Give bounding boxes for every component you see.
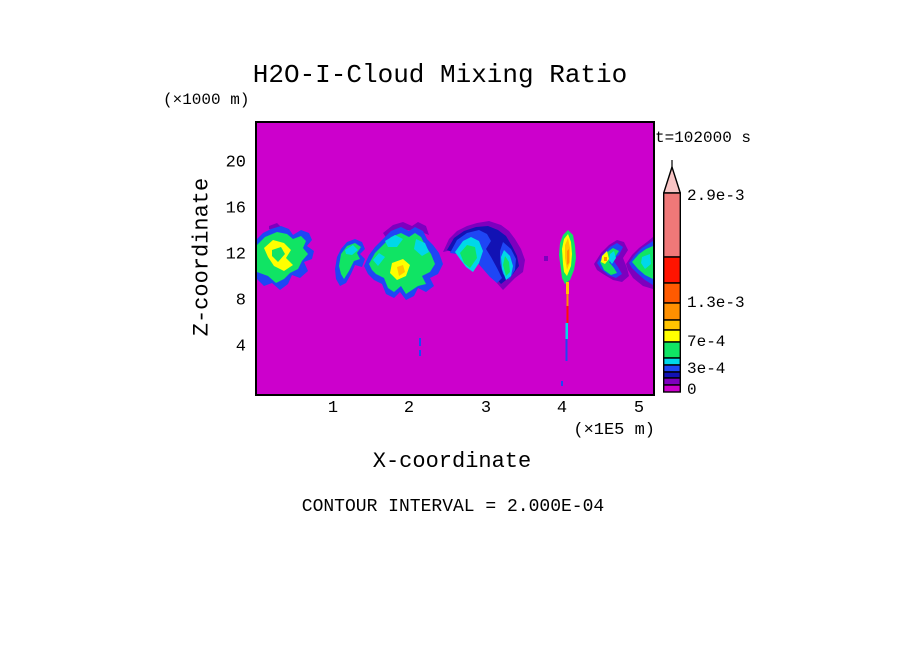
colorbar-segment-purple (662, 377, 682, 386)
colorbar-segment-yellow (662, 329, 682, 343)
time-label: t=102000 s (655, 129, 752, 147)
cloud-3-cyan-3 (373, 253, 385, 266)
x-tick-label: 2 (403, 399, 415, 418)
cloud-5-streak-red (566, 306, 569, 323)
colorbar-tick-label: 3e-4 (687, 360, 726, 378)
x-tick-label: 3 (480, 399, 492, 418)
colorbar-svg (662, 160, 682, 393)
contour-field-svg (257, 123, 653, 394)
x-tick-label: 4 (556, 399, 568, 418)
cloud-4-green-left (460, 245, 477, 268)
cloud-3-cyan-1 (385, 235, 403, 247)
colorbar-segment-orange (662, 302, 682, 321)
x-axis-label: X-coordinate (372, 449, 532, 474)
colorbar-segment-blue (662, 364, 682, 373)
x-axis-units-label: (×1E5 m) (573, 421, 655, 440)
colorbar-arrow-icon (662, 164, 682, 194)
colorbar-segment-cyan (662, 357, 682, 366)
plot-area (255, 121, 655, 396)
colorbar-segment-green (662, 341, 682, 359)
cloud-7-cyan (641, 254, 651, 269)
x-tick-labels: 1 2 3 4 5 (0, 399, 904, 419)
y-tick-label: 12 (225, 245, 246, 265)
field-background (257, 123, 653, 394)
y-tick-label: 16 (225, 199, 246, 219)
colorbar-tick-label: 1.3e-3 (687, 294, 745, 312)
speck-blue-3 (561, 381, 563, 386)
colorbar-segment-salmon (662, 192, 682, 258)
speck-purple (544, 256, 548, 261)
y-tick-label: 4 (235, 337, 246, 357)
colorbar-segment-red (662, 256, 682, 284)
cloud-6-orange-dot (604, 257, 607, 261)
speck-blue-1 (419, 338, 421, 346)
colorbar-segment-navy (662, 371, 682, 379)
colorbar-segment-orangered (662, 282, 682, 304)
colorbar-tick-label: 7e-4 (687, 333, 726, 351)
cloud-7-purple (626, 237, 653, 289)
x-tick-label: 5 (633, 399, 645, 418)
colorbar-segment-gold (662, 319, 682, 331)
plot-title: H2O-I-Cloud Mixing Ratio (252, 60, 628, 90)
colorbar-segment-magenta (662, 384, 682, 393)
colorbar-tick-label: 0 (687, 381, 697, 399)
speck-blue-2 (419, 350, 421, 356)
cloud-5-orange-core (567, 249, 569, 265)
cloud-3-cyan-2 (414, 239, 429, 256)
y-tick-label: 20 (225, 153, 246, 173)
y-axis-units-label: (×1000 m) (163, 91, 250, 109)
cloud-6-cyan (609, 251, 616, 264)
contour-interval-label: CONTOUR INTERVAL = 2.000E-04 (301, 497, 605, 517)
cloud-5-streak-blue (565, 339, 568, 361)
x-tick-label: 1 (327, 399, 339, 418)
cloud-5-streak-orange (566, 294, 569, 306)
colorbar (662, 160, 682, 393)
cloud-5-streak-gold (566, 282, 569, 294)
cloud-1-green-hole (272, 247, 285, 262)
cloud-3-gold (397, 265, 405, 276)
y-tick-label: 8 (235, 291, 246, 311)
cloud-2-cyan (345, 245, 358, 255)
colorbar-tick-label: 2.9e-3 (687, 187, 745, 205)
y-tick-labels: 20 16 12 8 4 (180, 0, 246, 400)
cloud-4-green-right (503, 256, 510, 276)
cloud-5-streak-cyan (565, 323, 568, 339)
